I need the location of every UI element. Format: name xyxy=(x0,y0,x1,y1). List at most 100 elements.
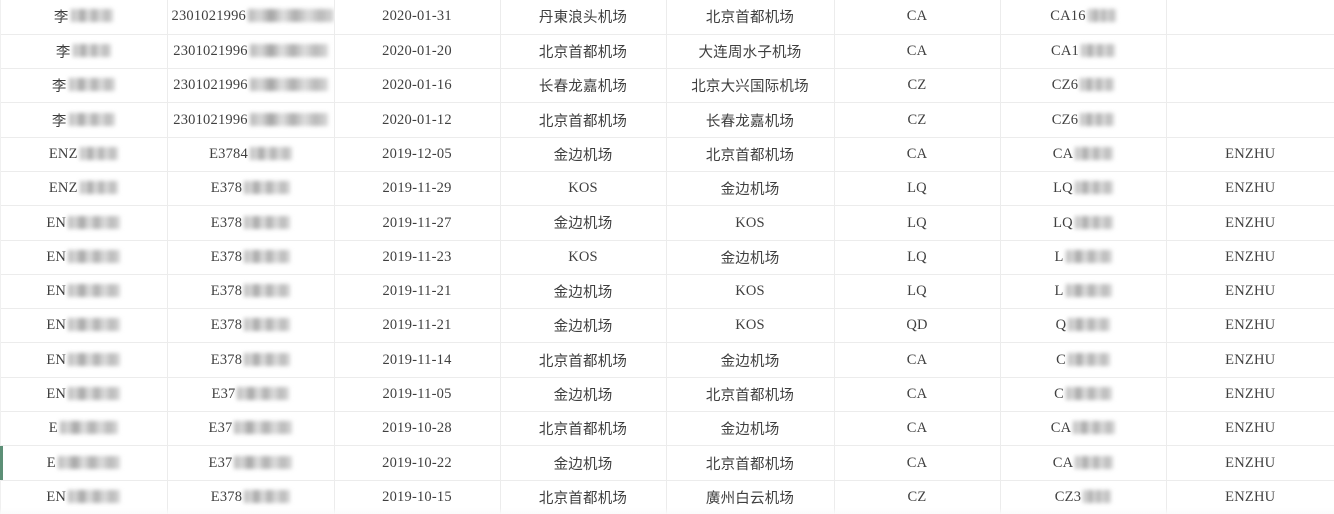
cell-flight-number: Q xyxy=(1000,308,1167,344)
table-row[interactable]: 李 2301021996 2020-01-20 北京首都机场 大连周水子机场 CA CA1 xyxy=(0,34,1334,70)
cell-arrival-airport: KOS xyxy=(666,274,835,310)
redaction-blur xyxy=(244,352,291,366)
cell-booking-agent: ENZHU xyxy=(1166,480,1334,514)
cell-arrival-airport: 北京大兴国际机场 xyxy=(666,68,835,104)
cell-airline-code: CA xyxy=(834,137,1001,172)
redaction-blur xyxy=(249,112,328,126)
cell-airline-code: LQ xyxy=(834,240,1001,275)
table-row[interactable]: E E37 2019-10-22 金边机场 北京首都机场 CA CA ENZHU xyxy=(0,445,1334,481)
table-row[interactable]: EN E37 2019-11-05 金边机场 北京首都机场 CA C ENZHU xyxy=(0,377,1334,413)
redaction-blur xyxy=(72,43,111,57)
cell-id-number: E37 xyxy=(167,445,335,481)
cell-airline-code: LQ xyxy=(834,171,1001,207)
cell-arrival-airport: 北京首都机场 xyxy=(666,445,835,481)
redaction-blur xyxy=(1074,215,1113,229)
cell-departure-airport: 丹東浪头机场 xyxy=(500,0,667,35)
cell-passenger-name: 李 xyxy=(0,102,168,138)
cell-departure-airport: 金边机场 xyxy=(500,445,667,481)
cell-departure-airport: 北京首都机场 xyxy=(500,102,667,138)
cell-booking-agent: ENZHU xyxy=(1166,411,1334,447)
table-row[interactable]: 李 2301021996 2020-01-16 长春龙嘉机场 北京大兴国际机场 CZ CZ6 xyxy=(0,68,1334,104)
cell-booking-agent xyxy=(1166,68,1334,104)
cell-id-number: E3784 xyxy=(167,137,335,172)
redaction-blur xyxy=(68,352,121,366)
table-row[interactable]: EN E378 2019-10-15 北京首都机场 廣州白云机场 CZ CZ3 ENZHU xyxy=(0,480,1334,514)
cell-airline-code: CZ xyxy=(834,68,1001,104)
cell-arrival-airport: KOS xyxy=(666,308,835,344)
cell-id-number: E37 xyxy=(167,377,335,413)
cell-flight-number: C xyxy=(1000,377,1167,413)
cell-flight-number: CZ3 xyxy=(1000,480,1167,514)
cell-flight-date: 2019-11-21 xyxy=(334,308,501,344)
cell-flight-date: 2019-11-29 xyxy=(334,171,501,207)
cell-departure-airport: 北京首都机场 xyxy=(500,34,667,70)
cell-booking-agent: ENZHU xyxy=(1166,274,1334,310)
cell-booking-agent: ENZHU xyxy=(1166,205,1334,241)
cell-flight-date: 2019-11-23 xyxy=(334,240,501,275)
redaction-blur xyxy=(1083,489,1112,503)
cell-arrival-airport: 北京首都机场 xyxy=(666,137,835,172)
redaction-blur xyxy=(68,112,115,126)
cell-airline-code: LQ xyxy=(834,205,1001,241)
cell-flight-number: CA1 xyxy=(1000,34,1167,70)
redaction-blur xyxy=(79,181,118,195)
redaction-blur xyxy=(68,215,121,229)
cell-passenger-name: E xyxy=(0,411,168,447)
cell-departure-airport: 北京首都机场 xyxy=(500,480,667,514)
redaction-blur xyxy=(244,181,291,195)
cell-passenger-name: ENZ xyxy=(0,137,168,172)
cell-flight-date: 2019-10-15 xyxy=(334,480,501,514)
table-row[interactable]: EN E378 2019-11-21 金边机场 KOS QD Q ENZHU xyxy=(0,308,1334,344)
cell-airline-code: CA xyxy=(834,377,1001,413)
cell-departure-airport: KOS xyxy=(500,171,667,207)
table-row[interactable]: EN E378 2019-11-14 北京首都机场 金边机场 CA C ENZHU xyxy=(0,342,1334,378)
redaction-blur xyxy=(1074,181,1113,195)
cell-passenger-name: EN xyxy=(0,377,168,413)
cell-booking-agent xyxy=(1166,34,1334,70)
table-row[interactable]: EN E378 2019-11-27 金边机场 KOS LQ LQ ENZHU xyxy=(0,205,1334,241)
cell-departure-airport: 长春龙嘉机场 xyxy=(500,68,667,104)
cell-flight-number: L xyxy=(1000,274,1167,310)
cell-booking-agent: ENZHU xyxy=(1166,137,1334,172)
cell-id-number: 2301021996 xyxy=(167,102,335,138)
redaction-blur xyxy=(68,318,121,332)
cell-airline-code: CA xyxy=(834,342,1001,378)
cell-id-number: E378 xyxy=(167,480,335,514)
cell-departure-airport: 北京首都机场 xyxy=(500,342,667,378)
table-row[interactable]: EN E378 2019-11-21 金边机场 KOS LQ L ENZHU xyxy=(0,274,1334,310)
cell-passenger-name: EN xyxy=(0,480,168,514)
table-row[interactable]: 李 2301021996 2020-01-12 北京首都机场 长春龙嘉机场 CZ CZ6 xyxy=(0,102,1334,138)
redaction-blur xyxy=(1073,421,1116,435)
cell-passenger-name: E xyxy=(0,445,168,481)
redaction-blur xyxy=(249,146,292,160)
cell-arrival-airport: 金边机场 xyxy=(666,411,835,447)
cell-flight-number: L xyxy=(1000,240,1167,275)
cell-flight-date: 2019-12-05 xyxy=(334,137,501,172)
table-row[interactable]: ENZ E378 2019-11-29 KOS 金边机场 LQ LQ ENZHU xyxy=(0,171,1334,207)
cell-airline-code: CZ xyxy=(834,102,1001,138)
cell-departure-airport: 北京首都机场 xyxy=(500,411,667,447)
cell-flight-date: 2019-11-21 xyxy=(334,274,501,310)
table-row[interactable]: ENZ E3784 2019-12-05 金边机场 北京首都机场 CA CA ENZHU xyxy=(0,137,1334,172)
cell-id-number: E378 xyxy=(167,205,335,241)
cell-id-number: E378 xyxy=(167,308,335,344)
cell-id-number: 2301021996 xyxy=(167,0,335,35)
cell-booking-agent: ENZHU xyxy=(1166,308,1334,344)
cell-departure-airport: 金边机场 xyxy=(500,274,667,310)
cell-arrival-airport: 金边机场 xyxy=(666,342,835,378)
redaction-blur xyxy=(68,489,121,503)
table-row[interactable]: 李 2301021996 2020-01-31 丹東浪头机场 北京首都机场 CA CA16 xyxy=(0,0,1334,35)
cell-flight-number: CA xyxy=(1000,445,1167,481)
table-row[interactable]: EN E378 2019-11-23 KOS 金边机场 LQ L ENZHU xyxy=(0,240,1334,275)
cell-arrival-airport: 北京首都机场 xyxy=(666,0,835,35)
cell-arrival-airport: 长春龙嘉机场 xyxy=(666,102,835,138)
redaction-blur xyxy=(248,9,333,23)
redaction-blur xyxy=(1080,78,1115,92)
cell-flight-date: 2019-11-05 xyxy=(334,377,501,413)
table-row[interactable]: E E37 2019-10-28 北京首都机场 金边机场 CA CA ENZHU xyxy=(0,411,1334,447)
cell-flight-number: CA16 xyxy=(1000,0,1167,35)
redaction-blur xyxy=(1067,352,1110,366)
cell-airline-code: CA xyxy=(834,34,1001,70)
cell-passenger-name: EN xyxy=(0,240,168,275)
